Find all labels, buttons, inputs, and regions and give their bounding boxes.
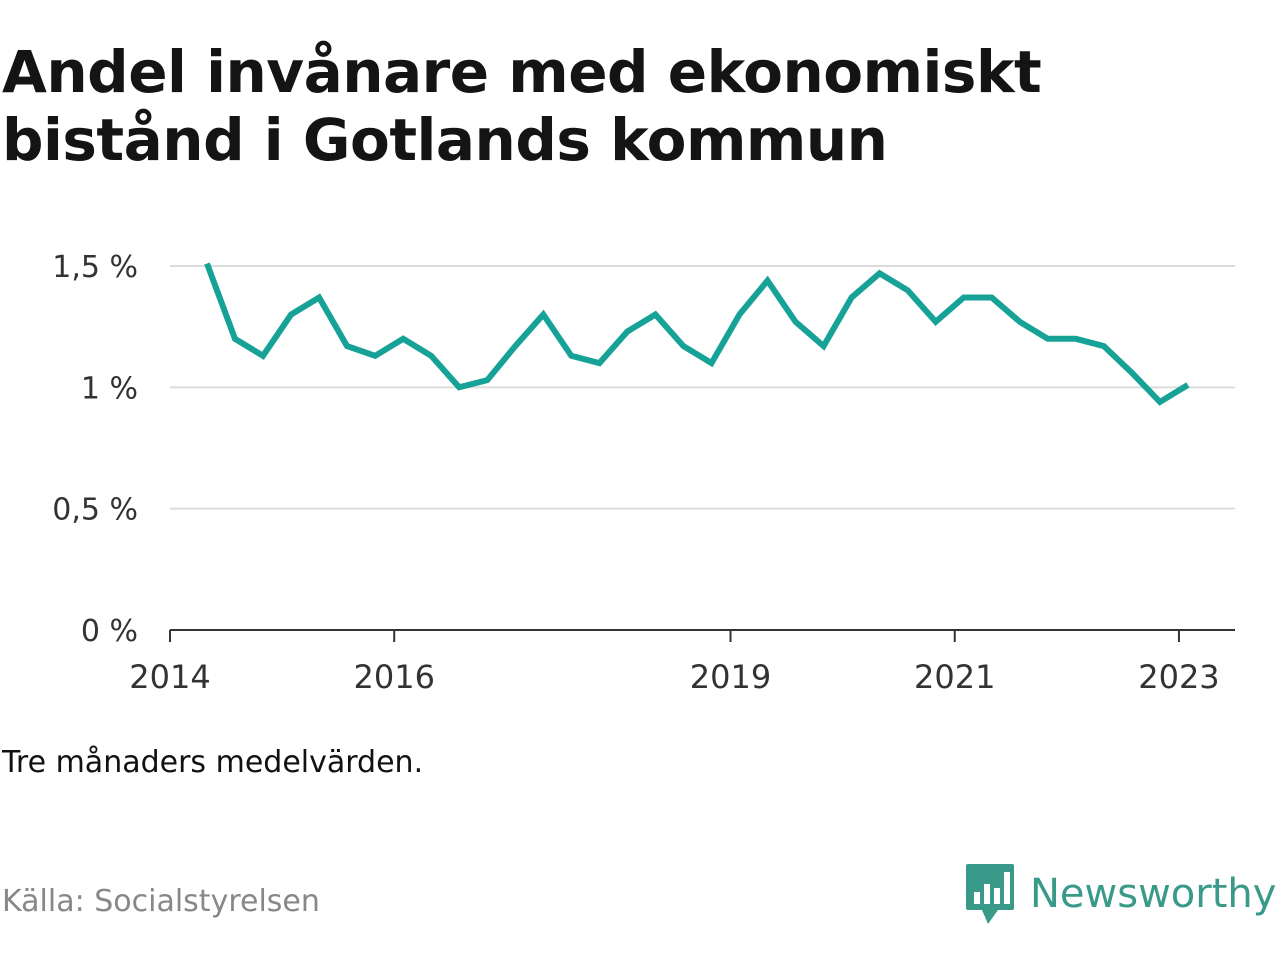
data-point <box>1045 336 1051 342</box>
data-point <box>1157 399 1163 405</box>
brand: Newsworthy <box>964 862 1276 926</box>
x-tick-label: 2016 <box>353 658 434 696</box>
data-point <box>1073 336 1079 342</box>
y-axis-labels: 1,5 % 1 % 0,5 % 0 % <box>52 250 138 649</box>
x-tick-label: 2021 <box>914 658 995 696</box>
data-point <box>905 287 911 293</box>
data-point <box>344 343 350 349</box>
data-point <box>316 295 322 301</box>
data-point <box>596 360 602 366</box>
data-point <box>568 353 574 359</box>
y-tick-label: 0,5 % <box>52 493 138 528</box>
data-point <box>624 329 630 335</box>
data-point <box>1185 382 1191 388</box>
x-axis: 2014 2016 2019 2021 2023 <box>129 629 1235 696</box>
data-point <box>400 336 406 342</box>
chart-note: Tre månaders medelvärden. <box>2 745 424 780</box>
data-point <box>288 312 294 318</box>
data-point <box>765 278 771 284</box>
y-tick-label: 0 % <box>81 614 138 649</box>
data-point <box>961 295 967 301</box>
data-point <box>849 295 855 301</box>
source-credit: Källa: Socialstyrelsen <box>2 884 320 919</box>
series-line <box>204 262 1190 406</box>
line-chart: 1,5 % 1 % 0,5 % 0 % 2014 2016 2019 2021 2023 <box>52 250 1235 696</box>
newsworthy-logo-icon <box>966 864 1014 924</box>
brand-name: Newsworthy <box>1030 871 1277 917</box>
data-point <box>260 353 266 359</box>
data-point <box>372 353 378 359</box>
data-point <box>877 270 883 276</box>
data-point <box>1017 319 1023 325</box>
data-point <box>1129 370 1135 376</box>
data-point <box>933 319 939 325</box>
y-tick-label: 1,5 % <box>52 250 138 285</box>
data-point <box>680 343 686 349</box>
gridlines <box>170 265 1235 510</box>
data-point <box>512 343 518 349</box>
data-point <box>232 336 238 342</box>
data-point <box>652 312 658 318</box>
data-point <box>428 353 434 359</box>
chart-title: Andel invånare med ekonomiskt bistånd i … <box>2 38 1042 174</box>
data-point <box>736 312 742 318</box>
data-point <box>708 360 714 366</box>
data-point <box>484 377 490 383</box>
data-point <box>456 384 462 390</box>
y-tick-label: 1 % <box>81 371 138 406</box>
x-tick-label: 2014 <box>129 658 210 696</box>
series-layer <box>204 261 1191 406</box>
data-point <box>204 261 210 267</box>
data-point <box>989 295 995 301</box>
data-point <box>1101 343 1107 349</box>
data-point <box>821 343 827 349</box>
data-point <box>793 319 799 325</box>
data-point <box>540 312 546 318</box>
x-tick-label: 2023 <box>1138 658 1219 696</box>
x-tick-label: 2019 <box>690 658 771 696</box>
